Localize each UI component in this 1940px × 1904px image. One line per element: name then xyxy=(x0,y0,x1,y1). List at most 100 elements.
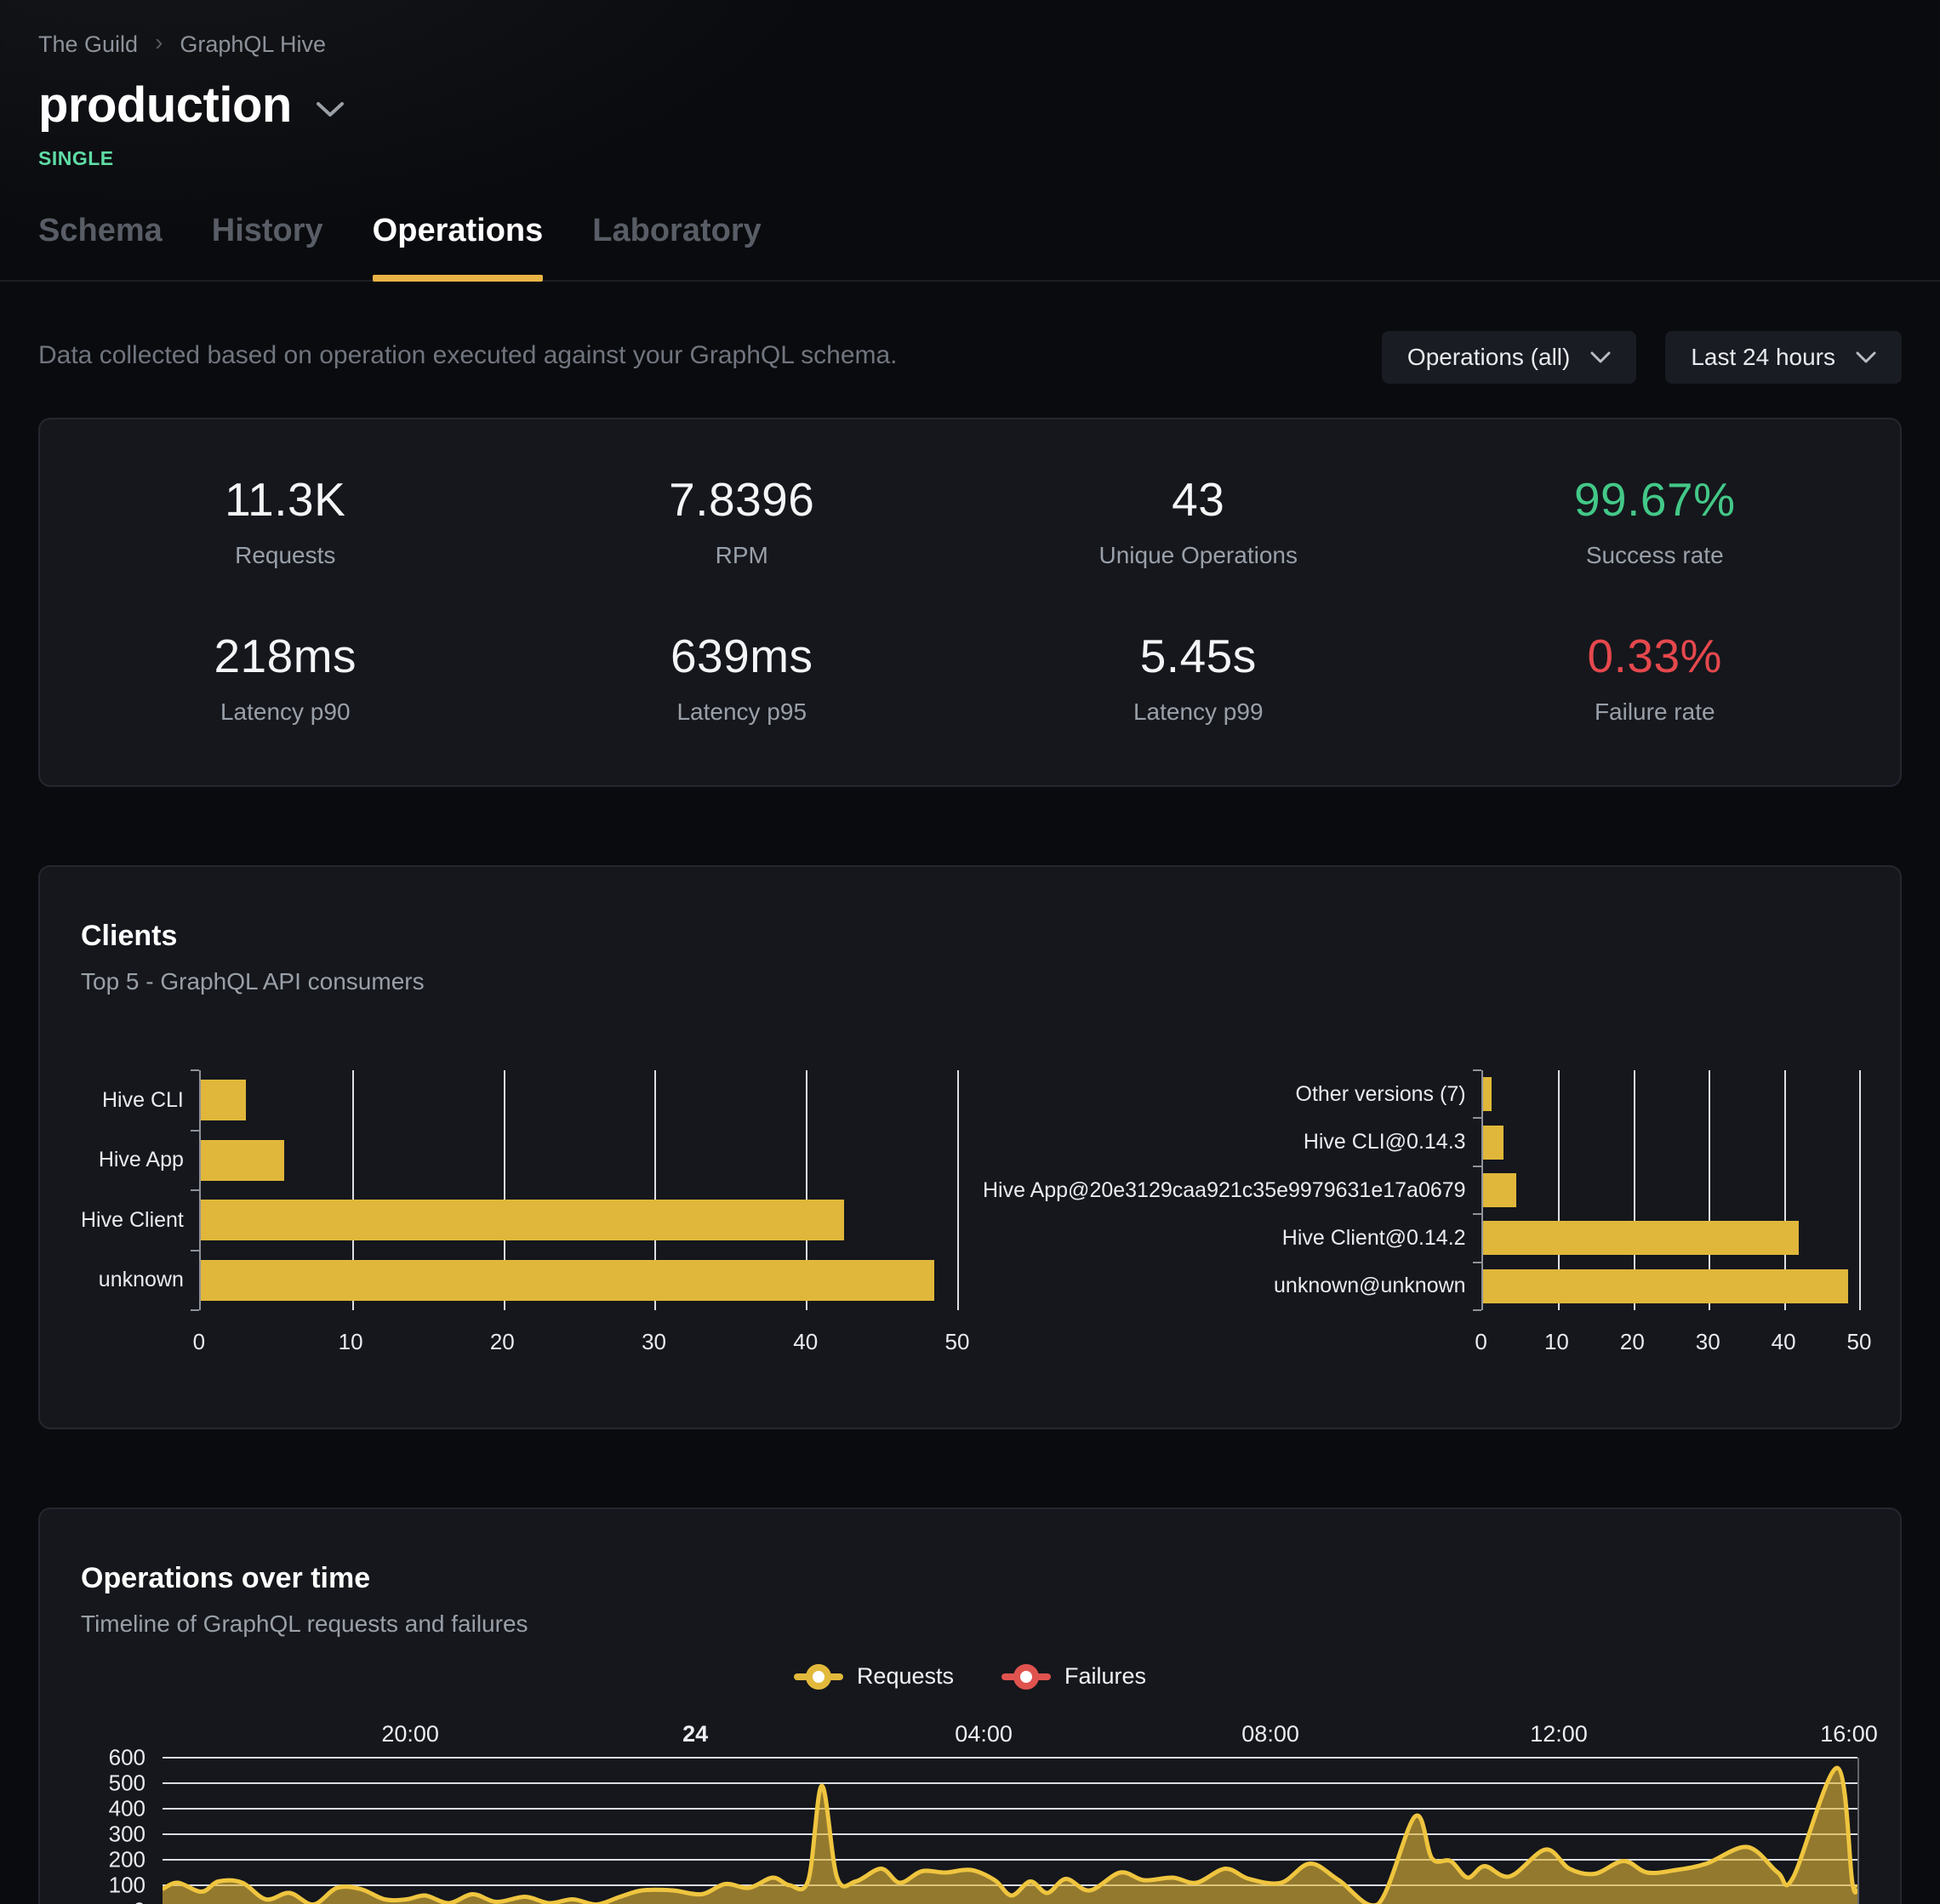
stat-latency-p99: 5.45s Latency p99 xyxy=(1133,630,1264,725)
gridline xyxy=(163,1884,1857,1886)
timeline-card-subtitle: Timeline of GraphQL requests and failure… xyxy=(81,1610,528,1637)
clients-card-title: Clients xyxy=(81,920,178,952)
gridline xyxy=(1859,1070,1861,1310)
tab-history[interactable]: History xyxy=(211,213,323,248)
gridline xyxy=(1633,1070,1635,1310)
axis-tick xyxy=(190,1189,199,1191)
y-axis-tick-label: 0 xyxy=(134,1898,146,1904)
axis-tick xyxy=(190,1129,199,1132)
bar xyxy=(1482,1221,1800,1256)
axis-tick xyxy=(190,1309,199,1311)
y-axis-tick-label: 400 xyxy=(108,1795,146,1821)
y-axis-tick-label: 200 xyxy=(108,1846,146,1873)
axis-tick xyxy=(1472,1261,1481,1263)
gridline xyxy=(1558,1070,1561,1310)
stat-rpm: 7.8396 RPM xyxy=(669,473,815,568)
x-axis-tick-label: 40 xyxy=(793,1329,819,1354)
page-header: The Guild › GraphQL Hive production SING… xyxy=(0,0,1940,170)
timeline-top-axis: 20:00 24 04:00 08:00 12:00 16:00 xyxy=(163,1719,1878,1758)
bar-chart-category-labels: Other versions (7) Hive CLI@0.14.3 Hive Ap… xyxy=(983,1070,1481,1310)
requests-line xyxy=(163,1765,1857,1904)
x-axis-tick-label: 50 xyxy=(1846,1329,1872,1354)
stat-latency-p90: 218ms Latency p90 xyxy=(214,630,357,725)
client-versions-bar-chart: Other versions (7) Hive CLI@0.14.3 Hive Ap… xyxy=(983,1069,1871,1373)
timeline-series-svg xyxy=(163,1765,1857,1904)
requests-area xyxy=(163,1767,1857,1904)
bar xyxy=(1482,1125,1504,1160)
x-axis-tick-label: 08:00 xyxy=(1241,1721,1299,1747)
bar-category-label: Hive App@20e3129caa921c35e9979631e17a067… xyxy=(983,1177,1466,1202)
bar-category-label: unknown xyxy=(98,1268,184,1292)
chevron-down-icon xyxy=(1590,351,1611,362)
x-axis-tick-label: 20:00 xyxy=(381,1721,439,1747)
active-tab-underline xyxy=(372,275,544,282)
bar-category-label: unknown@unknown xyxy=(1274,1274,1466,1298)
chevron-right-icon: › xyxy=(155,29,163,55)
breadcrumb: The Guild › GraphQL Hive xyxy=(38,29,1902,58)
stat-requests: 11.3K Requests xyxy=(225,473,346,568)
clients-bar-chart: Hive CLI Hive App Hive Client unknown 0 10 20… xyxy=(81,1069,969,1373)
chevron-down-icon xyxy=(1856,351,1876,362)
target-selector-dropdown[interactable] xyxy=(316,101,345,118)
stat-failure-rate: 0.33% Failure rate xyxy=(1587,630,1722,725)
bar xyxy=(200,1139,284,1181)
legend-item-requests: Requests xyxy=(793,1663,955,1690)
x-axis-tick-label: 50 xyxy=(944,1329,970,1354)
bar-category-label: Hive Client xyxy=(81,1207,184,1232)
axis-tick xyxy=(1472,1165,1481,1167)
stat-unique-operations: 43 Unique Operations xyxy=(1098,473,1298,568)
tab-schema[interactable]: Schema xyxy=(38,213,163,248)
target-mode-badge: SINGLE xyxy=(38,147,114,169)
page-title: production xyxy=(38,77,292,133)
stat-latency-p95: 639ms Latency p95 xyxy=(670,630,813,725)
bar-category-label: Other versions (7) xyxy=(1295,1081,1466,1106)
operations-filter-value: Operations (all) xyxy=(1406,344,1571,370)
gridline xyxy=(163,1833,1857,1835)
x-axis-tick-label: 04:00 xyxy=(955,1721,1013,1747)
x-axis-tick-label: 0 xyxy=(1475,1329,1487,1354)
gridline xyxy=(163,1757,1857,1759)
page-description: Data collected based on operation execut… xyxy=(38,341,898,369)
time-range-dropdown[interactable]: Last 24 hours xyxy=(1665,331,1902,384)
axis-tick xyxy=(1472,1069,1481,1071)
bar-category-label: Hive CLI xyxy=(102,1087,184,1112)
timeline-plot xyxy=(163,1757,1859,1904)
bar-chart-x-axis: 0 10 20 30 40 50 xyxy=(1475,1329,1871,1373)
gridline xyxy=(163,1782,1857,1784)
gridline xyxy=(1783,1070,1786,1310)
x-axis-tick-label: 16:00 xyxy=(1820,1721,1878,1747)
bar-chart-plot xyxy=(1472,1069,1861,1311)
legend-label-requests: Requests xyxy=(856,1663,955,1689)
failures-series-marker xyxy=(1001,1663,1052,1690)
y-axis-tick-label: 100 xyxy=(108,1872,146,1898)
x-axis-tick-label: 20 xyxy=(1619,1329,1645,1354)
tab-operations[interactable]: Operations xyxy=(372,213,544,282)
breadcrumb-org[interactable]: The Guild xyxy=(38,31,139,57)
operations-over-time-card: Operations over time Timeline of GraphQL… xyxy=(38,1508,1902,1904)
x-axis-tick-label: 24 xyxy=(682,1721,709,1747)
axis-tick xyxy=(1472,1117,1481,1120)
axis-tick xyxy=(1472,1309,1481,1311)
tab-laboratory[interactable]: Laboratory xyxy=(592,213,762,248)
x-axis-tick-label: 10 xyxy=(338,1329,363,1354)
gridline xyxy=(163,1859,1857,1861)
gridline xyxy=(1709,1070,1711,1310)
bar-chart-category-labels: Hive CLI Hive App Hive Client unknown xyxy=(81,1070,199,1310)
clients-card-subtitle: Top 5 - GraphQL API consumers xyxy=(81,968,425,995)
breadcrumb-project[interactable]: GraphQL Hive xyxy=(180,31,326,57)
x-axis-tick-label: 20 xyxy=(489,1329,515,1354)
gridline xyxy=(351,1070,354,1310)
bar-category-label: Hive Client@0.14.2 xyxy=(1281,1225,1466,1250)
gridline xyxy=(654,1070,657,1310)
x-axis-tick-label: 0 xyxy=(192,1329,206,1354)
tab-bar: Schema History Operations Laboratory xyxy=(0,213,1940,282)
bar-category-label: Hive App xyxy=(98,1148,184,1172)
axis-tick xyxy=(190,1069,199,1071)
legend-item-failures: Failures xyxy=(1001,1663,1146,1690)
gridline xyxy=(163,1808,1857,1810)
bar xyxy=(1482,1173,1517,1207)
operations-filter-dropdown[interactable]: Operations (all) xyxy=(1381,331,1637,384)
timeline-card-title: Operations over time xyxy=(81,1562,371,1594)
x-axis-tick-label: 10 xyxy=(1543,1329,1569,1354)
bar-chart-plot xyxy=(190,1069,959,1311)
